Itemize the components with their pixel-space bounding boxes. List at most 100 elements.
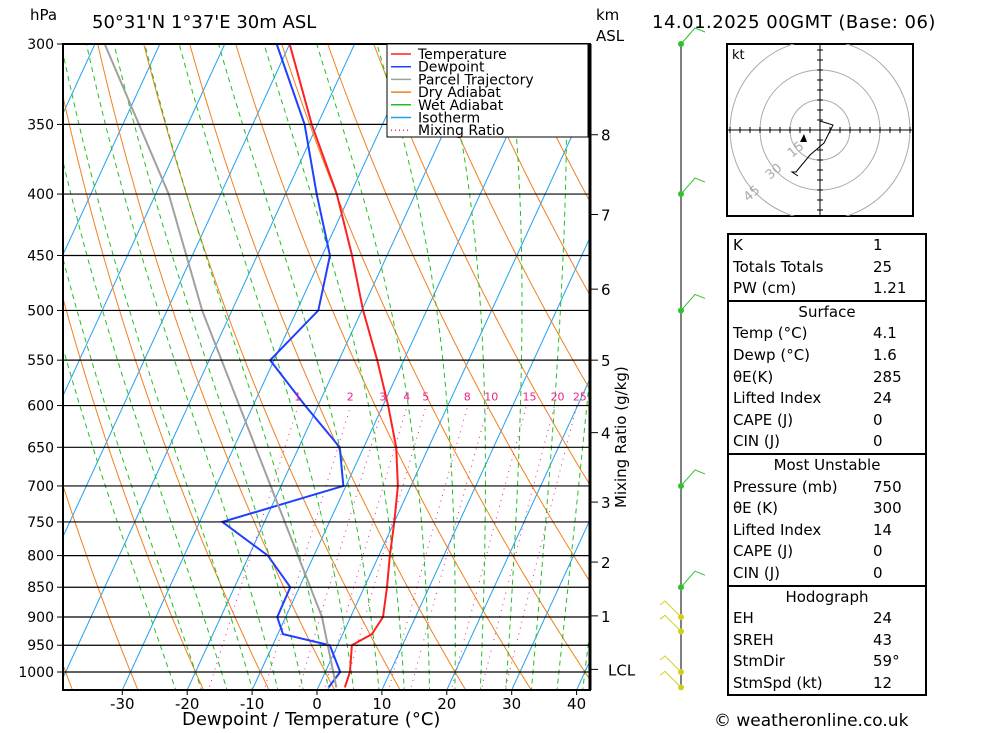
row-key: StmSpd (kt): [733, 673, 823, 692]
y-tick-label: 300: [27, 37, 54, 53]
wet-adiabat-line: [376, 44, 456, 690]
asl-unit: ASL: [596, 27, 625, 45]
y-tick-label: 1000: [18, 665, 54, 681]
row-key: SREH: [733, 630, 774, 649]
legend-label: Temperature: [417, 47, 507, 63]
section-most-unstable: Most Unstable Pressure (mb) 750 θE (K) 300 Li…: [727, 454, 927, 587]
wind-barb: [680, 177, 706, 195]
isotherm-line: [251, 44, 550, 690]
row-value: 750: [873, 477, 902, 496]
y-tick-label: 400: [27, 187, 54, 203]
wind-barb: [659, 614, 682, 632]
dry-adiabat-line: [281, 44, 590, 681]
row-value: 300: [873, 499, 902, 518]
dry-adiabat-line: [235, 44, 532, 690]
mixing-ratio-label: 20: [551, 391, 565, 404]
x-tick-label: 0: [312, 695, 322, 713]
row-key: K: [733, 236, 743, 254]
row-value: 0: [873, 542, 883, 561]
wet-adiabat-line: [263, 44, 405, 690]
row-value: 25: [873, 257, 893, 276]
km-tick-label: 4: [601, 425, 611, 443]
y-tick-label: 950: [27, 638, 54, 654]
x-tick-label: 30: [502, 695, 521, 713]
table-row: Lifted Index 24: [729, 388, 925, 410]
km-tick-label: 5: [601, 352, 611, 370]
x-tick-label: -30: [110, 695, 135, 713]
wet-adiabat-line: [144, 44, 330, 690]
mixing-ratio-label: 25: [573, 391, 587, 404]
x-tick-label: -10: [240, 695, 265, 713]
wet-adiabat-line: [63, 346, 177, 690]
credit-link[interactable]: © weatheronline.co.uk: [714, 711, 909, 731]
pressure-unit: hPa: [30, 6, 58, 24]
section-surface: Surface Temp (°C) 4.1 Dewp (°C) 1.6 θE(K) 285 L…: [727, 301, 927, 455]
dry-adiabat-line: [97, 44, 336, 690]
location-title: 50°31'N 1°37'E 30m ASL: [92, 12, 317, 33]
mixing-ratio-line: [263, 405, 352, 690]
row-value: 24: [873, 609, 893, 628]
wind-barb: [680, 27, 706, 45]
wet-adiabat-line: [218, 44, 380, 690]
mixing-ratio-label: 2: [347, 391, 354, 404]
wind-barb: [659, 655, 682, 673]
legend-label: Mixing Ratio: [418, 123, 504, 139]
section-title: Hodograph: [785, 587, 869, 606]
wet-adiabat-line: [113, 44, 304, 690]
wind-barb: [659, 600, 682, 618]
wind-barb: [680, 469, 706, 487]
dry-adiabat-line: [143, 44, 401, 690]
row-key: CIN (J): [733, 563, 781, 582]
wet-adiabat-line: [530, 44, 568, 690]
row-key: Lifted Index: [733, 389, 822, 408]
mixing-ratio-label: 1: [294, 391, 301, 404]
plot-frame: [62, 43, 591, 691]
isotherm-line: [63, 44, 226, 397]
isotherm-line: [511, 518, 590, 690]
table-row: CIN (J) 0: [729, 431, 925, 453]
row-key: Dewp (°C): [733, 345, 811, 364]
table-row: Totals Totals 25: [729, 257, 925, 279]
km-tick-label: 8: [601, 127, 611, 145]
mixing-ratio-label: 8: [464, 391, 471, 404]
wet-adiabat-line: [63, 159, 228, 690]
y-tick-label: 450: [27, 248, 54, 264]
y-tick-label: 350: [27, 117, 54, 133]
row-value: 43: [873, 630, 893, 649]
legend-label: Wet Adiabat: [418, 98, 504, 114]
wet-adiabat-line: [582, 626, 590, 690]
wet-adiabat-line: [441, 44, 486, 690]
table-row: StmSpd (kt) 12: [729, 673, 925, 695]
row-value: 1.6: [873, 345, 897, 364]
section-title: Surface: [798, 302, 856, 321]
row-value: 4.1: [873, 324, 897, 343]
y-tick-label: 500: [27, 303, 54, 319]
series-temperature: [288, 44, 399, 688]
row-key: θE(K): [733, 367, 774, 386]
legend-label: Dry Adiabat: [418, 85, 501, 101]
dry-adiabat-line: [63, 483, 139, 690]
row-key: Totals Totals: [733, 257, 824, 276]
x-tick-label: 10: [372, 695, 391, 713]
dry-adiabat-line: [63, 94, 270, 690]
section-indices: K 1 Totals Totals 25 PW (cm) 1.21: [727, 233, 927, 302]
table-row: CAPE (J) 0: [729, 541, 925, 563]
mixing-ratio-label: 10: [484, 391, 498, 404]
row-key: CAPE (J): [733, 410, 794, 429]
legend-label: Dewpoint: [418, 60, 485, 76]
table-row: θE (K) 300: [729, 498, 925, 520]
row-value: 12: [873, 673, 893, 692]
wet-adiabat-line: [63, 256, 202, 690]
wind-barb: [680, 570, 706, 588]
datetime-title: 14.01.2025 00GMT (Base: 06): [652, 12, 936, 33]
row-value: 24: [873, 389, 893, 408]
dry-adiabat-line: [63, 296, 205, 690]
legend-label: Isotherm: [418, 111, 480, 127]
mixing-ratio-label: 4: [403, 391, 410, 404]
row-value: 285: [873, 367, 902, 386]
lcl-label: LCL: [608, 661, 636, 679]
legend-label: Parcel Trajectory: [418, 72, 534, 88]
